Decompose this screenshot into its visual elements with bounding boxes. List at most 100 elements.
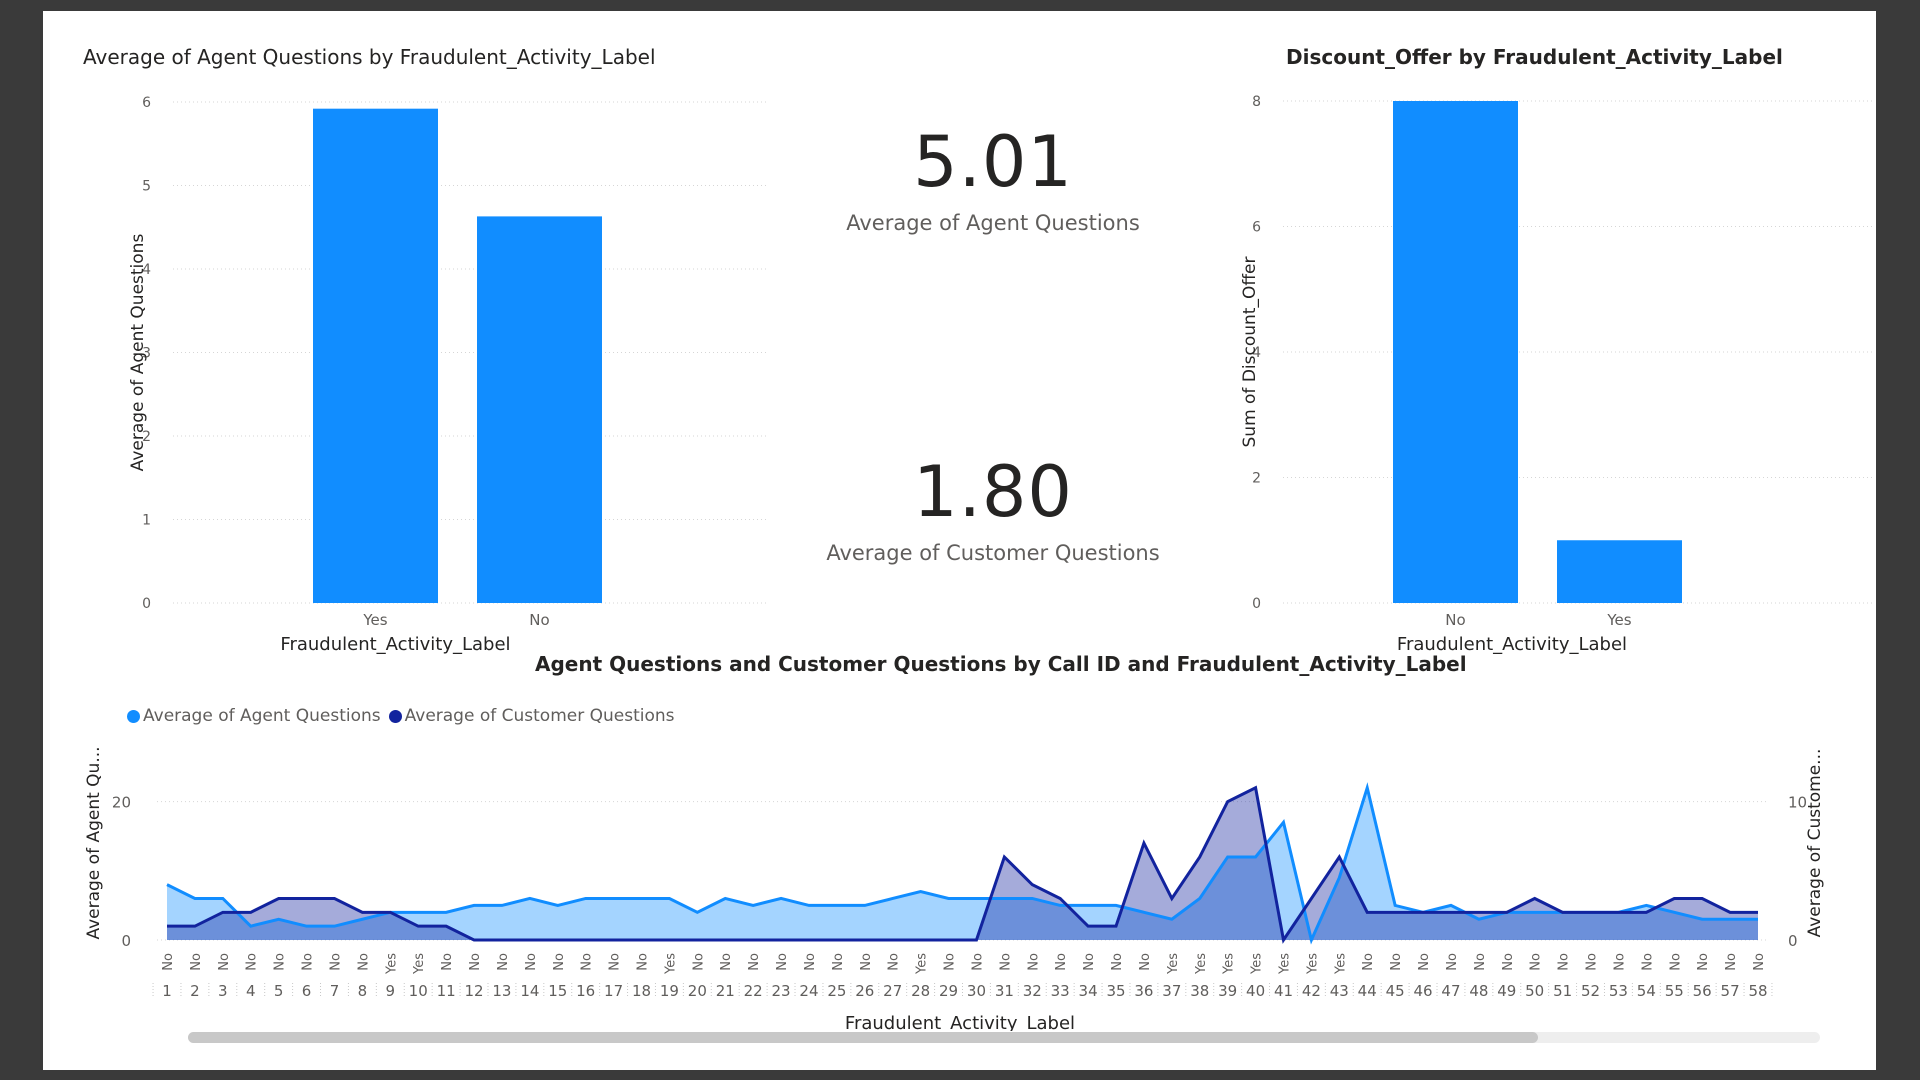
- x-label-fraud: No: [245, 953, 260, 971]
- customer-questions-card-value: 1.80: [913, 451, 1073, 533]
- x-label-call-id: 36: [1134, 982, 1153, 1000]
- x-label-call-id: 29: [939, 982, 958, 1000]
- legend-item-agent[interactable]: Average of Agent Questions: [127, 706, 381, 726]
- x-label-call-id: 30: [967, 982, 986, 1000]
- right-y-axis-label: Average of Custome...: [1805, 749, 1825, 938]
- y-tick-label: 0: [142, 596, 151, 612]
- x-label-fraud: No: [998, 953, 1013, 971]
- x-label-fraud: Yes: [1250, 953, 1265, 975]
- bar-no: [477, 216, 602, 603]
- x-label-fraud: No: [189, 953, 204, 971]
- x-label-fraud: Yes: [663, 953, 678, 975]
- x-tick-label: No: [1445, 611, 1465, 629]
- x-label-call-id: 39: [1218, 982, 1237, 1000]
- x-label-fraud: No: [217, 953, 232, 971]
- customer-questions-card-label: Average of Customer Questions: [826, 541, 1160, 565]
- x-label-call-id: 17: [604, 982, 623, 1000]
- chart3-scrollbar-thumb[interactable]: [188, 1032, 1538, 1043]
- x-axis-label: Fraudulent_Activity_Label: [280, 634, 510, 655]
- x-label-fraud: No: [636, 953, 651, 971]
- x-label-fraud: No: [691, 953, 706, 971]
- x-label-fraud: No: [775, 953, 790, 971]
- x-label-call-id: 24: [799, 982, 818, 1000]
- x-label-fraud: No: [1640, 953, 1655, 971]
- x-label-call-id: 7: [330, 982, 340, 1000]
- bar-no: [1393, 101, 1518, 603]
- x-label-call-id: 32: [1023, 982, 1042, 1000]
- legend-dot-customer: [388, 709, 402, 723]
- x-label-fraud: No: [580, 953, 595, 971]
- x-label-fraud: No: [1417, 953, 1432, 971]
- x-label-fraud: No: [273, 953, 288, 971]
- y-tick-label: 5: [142, 179, 151, 195]
- y-tick-label: 3: [142, 346, 151, 362]
- x-label-call-id: 23: [772, 982, 791, 1000]
- x-label-call-id: 38: [1190, 982, 1209, 1000]
- x-label-call-id: 41: [1274, 982, 1293, 1000]
- x-label-call-id: 33: [1051, 982, 1070, 1000]
- x-label-fraud: Yes: [412, 953, 427, 975]
- chart2-title: Discount_Offer by Fraudulent_Activity_La…: [1286, 45, 1783, 69]
- x-label-call-id: 22: [744, 982, 763, 1000]
- x-label-call-id: 25: [827, 982, 846, 1000]
- y-tick-label: 4: [1252, 345, 1261, 361]
- y-tick-label: 8: [1252, 94, 1261, 110]
- customer-questions-area: [167, 787, 1758, 940]
- legend-label-customer: Average of Customer Questions: [404, 706, 675, 726]
- x-label-call-id: 44: [1358, 982, 1377, 1000]
- x-label-fraud: No: [1361, 953, 1376, 971]
- x-label-fraud: No: [859, 953, 874, 971]
- x-label-fraud: No: [1668, 953, 1683, 971]
- left-y-tick-label: 0: [121, 932, 131, 950]
- left-y-tick-label: 20: [112, 794, 131, 812]
- x-label-fraud: Yes: [1222, 953, 1237, 975]
- x-label-call-id: 37: [1162, 982, 1181, 1000]
- x-tick-label: Yes: [1606, 611, 1631, 629]
- x-label-call-id: 9: [386, 982, 396, 1000]
- discount-offer-bar-chart[interactable]: 0 2 4 6 8 No Yes Fraudulent_Activity_Label Sum o…: [1183, 81, 1873, 661]
- x-label-fraud: No: [301, 953, 316, 971]
- x-label-call-id: 50: [1525, 982, 1544, 1000]
- x-label-call-id: 8: [358, 982, 368, 1000]
- customer-questions-line: [167, 785, 1758, 944]
- x-label-call-id: 46: [1414, 982, 1433, 1000]
- x-label-fraud: Yes: [1166, 953, 1181, 975]
- x-label-fraud: No: [1389, 953, 1404, 971]
- x-label-fraud: No: [524, 953, 539, 971]
- x-label-fraud: No: [1026, 953, 1041, 971]
- y-tick-label: 4: [142, 262, 151, 278]
- x-label-fraud: Yes: [384, 953, 399, 975]
- x-label-fraud: Yes: [1305, 953, 1320, 975]
- x-label-fraud: No: [1724, 953, 1739, 971]
- agent-questions-card-label: Average of Agent Questions: [846, 211, 1140, 235]
- x-label-call-id: 54: [1637, 982, 1656, 1000]
- x-label-call-id: 31: [995, 982, 1014, 1000]
- legend-item-customer[interactable]: Average of Customer Questions: [388, 706, 675, 726]
- x-label-fraud: No: [1612, 953, 1627, 971]
- x-label-fraud: No: [1752, 953, 1767, 971]
- right-y-tick-label: 0: [1788, 932, 1798, 950]
- y-tick-label: 6: [142, 95, 151, 111]
- x-label-fraud: No: [1696, 953, 1711, 971]
- y-tick-label: 2: [1252, 471, 1261, 487]
- agent-questions-bar-chart[interactable]: 0 1 2 3 4 5 6 Yes No Fraudulent_Activity_Label Ave…: [73, 81, 773, 661]
- x-label-fraud: No: [496, 953, 511, 971]
- chart3-legend: Average of Agent Questions Average of Cu…: [127, 706, 683, 726]
- y-tick-label: 6: [1252, 220, 1261, 236]
- x-label-call-id: 1: [162, 982, 172, 1000]
- x-label-call-id: 27: [883, 982, 902, 1000]
- x-label-call-id: 6: [302, 982, 312, 1000]
- x-label-call-id: 35: [1106, 982, 1125, 1000]
- call-id-area-chart[interactable]: 0 20 0 10 No 1 No 2 No 3 No 4 No 5 No 6 No 7 No 8 Yes 9 Yes 10 N…: [43, 731, 1876, 1031]
- x-label-call-id: 13: [492, 982, 511, 1000]
- y-axis-label: Sum of Discount_Offer: [1240, 256, 1260, 447]
- report-canvas: Average of Agent Questions by Fraudulent…: [43, 11, 1876, 1070]
- x-label-call-id: 43: [1330, 982, 1349, 1000]
- chart3-title: Agent Questions and Customer Questions b…: [535, 652, 1467, 676]
- y-tick-label: 1: [142, 513, 151, 529]
- x-label-call-id: 5: [274, 982, 284, 1000]
- x-label-fraud: No: [1557, 953, 1572, 971]
- right-y-tick-label: 10: [1788, 794, 1807, 812]
- x-label-call-id: 21: [716, 982, 735, 1000]
- x-label-call-id: 40: [1246, 982, 1265, 1000]
